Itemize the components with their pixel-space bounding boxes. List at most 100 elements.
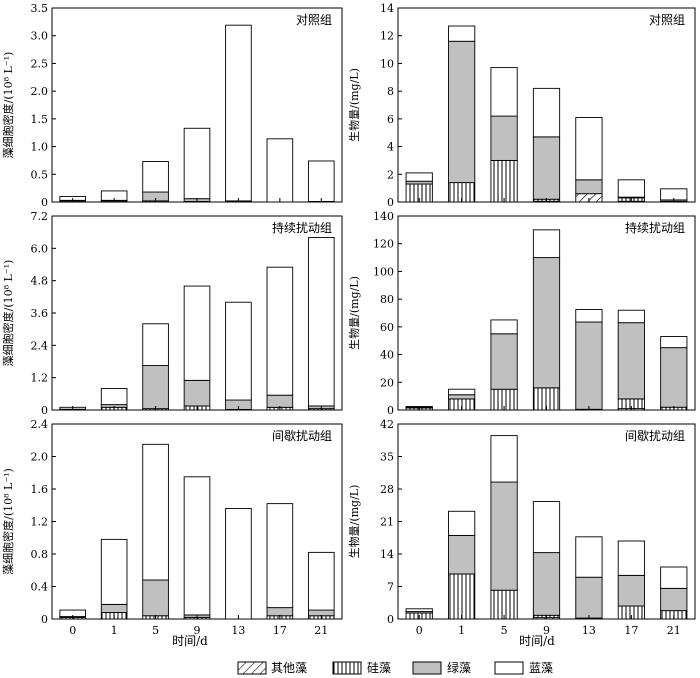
bar-segment-blue	[142, 323, 169, 366]
bar-segment-blue	[266, 138, 294, 203]
x-tick-label: 9	[194, 624, 201, 637]
bar-segment-green	[266, 607, 294, 617]
bar-segment-blue	[490, 67, 518, 117]
bar-segment-blue	[142, 161, 169, 193]
y-tick-label: 2.4	[31, 339, 49, 352]
panel-title: 对照组	[649, 13, 685, 27]
y-tick-label: 0	[387, 613, 394, 626]
y-tick-label: 1.2	[31, 516, 49, 529]
y-tick-label: 0.4	[31, 581, 49, 594]
y-tick-label: 60	[380, 321, 394, 334]
bar-segment-green	[307, 609, 335, 617]
bar-segment-green	[532, 552, 561, 616]
bar-segment-green	[575, 179, 603, 195]
y-tick-label: 7.2	[31, 210, 49, 223]
y-tick-label: 2.0	[31, 451, 49, 464]
panel-title: 持续扰动组	[625, 220, 685, 235]
bar-segment-green	[660, 347, 688, 408]
legend-swatch-green	[412, 661, 442, 675]
bar-segment-green	[183, 379, 211, 407]
bar-segment-blue	[490, 319, 518, 335]
chart-panel-6: 0 7 14 21 28 35 42 生物量/(mg/L) 间歇扰动组 0 1 5 9 13 17 21	[347, 418, 696, 637]
legend-swatch-other	[237, 661, 267, 675]
y-tick-label: 14	[380, 2, 394, 15]
x-tick-label: 1	[111, 624, 118, 637]
y-tick-label: 2.4	[31, 418, 49, 431]
y-tick-label: 21	[380, 516, 394, 529]
bar-segment-green	[490, 115, 518, 161]
y-tick-label: 0	[41, 404, 48, 417]
bar-segment-green	[490, 481, 518, 591]
bar-segment-green	[448, 394, 476, 400]
y-tick-label: 120	[373, 238, 394, 251]
bar-segment-blue	[183, 476, 211, 616]
y-tick-label: 0.5	[31, 168, 49, 181]
panel-title: 持续扰动组	[272, 220, 332, 235]
y-tick-label: 100	[373, 265, 394, 278]
y-tick-label: 0	[41, 613, 48, 626]
bar-segment-diatom	[448, 573, 476, 620]
bar-segment-green	[266, 394, 294, 408]
bar-segment-blue	[532, 87, 561, 138]
y-tick-label: 1.5	[31, 113, 49, 126]
bar-segment-blue	[266, 503, 294, 609]
bar-segment-blue	[660, 566, 688, 589]
y-tick-label: 28	[380, 483, 394, 496]
bar-segment-blue	[307, 237, 335, 407]
bar-segment-blue	[448, 510, 476, 536]
bar-segment-blue	[183, 285, 211, 381]
bar-segment-blue	[660, 336, 688, 349]
x-tick-label: 21	[667, 624, 681, 637]
bar-segment-diatom	[490, 589, 518, 620]
y-tick-label: 0.8	[31, 548, 49, 561]
y-tick-label: 0	[387, 404, 394, 417]
bar-segment-blue	[307, 551, 335, 611]
bar-segment-green	[142, 579, 169, 617]
bar-segment-blue	[575, 117, 603, 181]
panel-title: 间歇扰动组	[625, 429, 685, 443]
y-tick-label: 3.5	[31, 2, 49, 15]
y-tick-label: 3.6	[31, 307, 49, 320]
bar-segment-green	[532, 257, 561, 389]
legend-swatch-diatom	[332, 661, 362, 675]
chart-panels: 0 0.5 1.0 1.5 2.0 2.5 3.0 3.5 藻细胞密度/(10⁸ L⁻¹) 对照组…	[1, 2, 696, 637]
legend-label-green: 绿藻	[447, 660, 471, 675]
bar-segment-green	[617, 322, 645, 400]
bar-segment-blue	[490, 435, 518, 483]
x-tick-label: 13	[582, 624, 596, 637]
chart-panel-3: 0 1.2 2.4 3.6 4.8 6.0 7.2 藻细胞密度/(10⁸ L⁻¹) 持续扰动组	[1, 210, 343, 417]
bar-segment-green	[575, 576, 603, 619]
chart-panel-2: 0 2 4 6 8 10 12 14 生物量/(mg/L) 对照组	[347, 2, 696, 209]
chart-panel-4: 0 20 40 60 80 100 120 140 生物量/(mg/L) 持续扰动组	[347, 210, 696, 417]
x-tick-label: 0	[69, 624, 76, 637]
y-tick-label: 80	[380, 293, 394, 306]
x-tick-label: 5	[501, 624, 508, 637]
bar-segment-blue	[225, 301, 252, 401]
y-tick-label: 2	[387, 168, 394, 181]
x-tick-label: 9	[543, 624, 550, 637]
y-tick-label: 4	[387, 141, 394, 154]
x-tick-label: 17	[273, 624, 287, 637]
bar-segment-blue	[575, 309, 603, 323]
y-tick-label: 140	[373, 210, 394, 223]
bar-segment-blue	[100, 387, 128, 406]
y-tick-label: 2.0	[31, 85, 49, 98]
panel-title: 间歇扰动组	[272, 429, 332, 443]
chart-panel-5: 0 0.4 0.8 1.2 1.6 2.0 2.4 藻细胞密度/(10⁸ L⁻¹) 间歇扰动组 0…	[1, 418, 343, 637]
y-tick-label: 12	[380, 30, 394, 43]
bar-segment-blue	[405, 172, 433, 182]
bar-segment-green	[490, 333, 518, 390]
bar-segment-blue	[225, 508, 252, 620]
y-axis-title: 生物量/(mg/L)	[347, 485, 361, 559]
x-tick-label: 21	[314, 624, 328, 637]
bar-segment-green	[142, 365, 169, 410]
y-tick-label: 20	[380, 376, 394, 389]
bar-segment-blue	[532, 501, 561, 554]
bar-segment-blue	[448, 25, 476, 42]
x-tick-label: 5	[152, 624, 159, 637]
x-axis-title-left: 时间/d	[172, 634, 208, 648]
y-tick-label: 6.0	[31, 242, 49, 255]
bar-segment-blue	[617, 309, 645, 324]
y-tick-label: 1.0	[31, 141, 49, 154]
